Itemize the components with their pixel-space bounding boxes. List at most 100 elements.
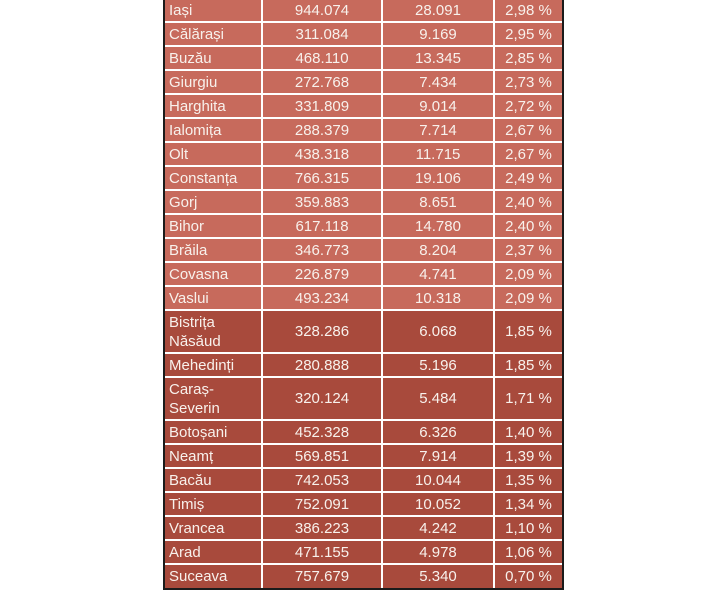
percent-cell: 2,95 %: [493, 21, 562, 47]
population-cell: 569.851: [261, 443, 383, 469]
population-cell: 386.223: [261, 515, 383, 541]
population-cell: 280.888: [261, 352, 383, 378]
value-cell: 19.106: [381, 165, 495, 191]
population-cell: 742.053: [261, 467, 383, 493]
population-cell: 766.315: [261, 165, 383, 191]
table-row: Brăila 346.773 8.204 2,37 %: [165, 237, 562, 263]
counties-table-frame: Iași 944.074 28.091 2,98 % Călărași 311.084 9.…: [163, 0, 564, 590]
population-cell: 272.768: [261, 69, 383, 95]
value-cell: 6.326: [381, 419, 495, 445]
county-name-cell: Giurgiu: [165, 69, 263, 95]
population-cell: 226.879: [261, 261, 383, 287]
percent-cell: 2,09 %: [493, 285, 562, 311]
table-row: Olt 438.318 11.715 2,67 %: [165, 141, 562, 167]
table-row: Botoșani 452.328 6.326 1,40 %: [165, 419, 562, 445]
percent-cell: 2,72 %: [493, 93, 562, 119]
table-row: Mehedinți 280.888 5.196 1,85 %: [165, 352, 562, 378]
percent-cell: 1,85 %: [493, 352, 562, 378]
population-cell: 328.286: [261, 309, 383, 354]
percent-cell: 1,71 %: [493, 376, 562, 421]
value-cell: 4.741: [381, 261, 495, 287]
county-name-cell: Constanța: [165, 165, 263, 191]
value-cell: 9.169: [381, 21, 495, 47]
percent-cell: 2,40 %: [493, 189, 562, 215]
percent-cell: 1,06 %: [493, 539, 562, 565]
value-cell: 8.204: [381, 237, 495, 263]
table-row: Bacău 742.053 10.044 1,35 %: [165, 467, 562, 493]
value-cell: 5.196: [381, 352, 495, 378]
county-name-cell: Brăila: [165, 237, 263, 263]
percent-cell: 2,40 %: [493, 213, 562, 239]
percent-cell: 2,37 %: [493, 237, 562, 263]
percent-cell: 1,10 %: [493, 515, 562, 541]
county-name-cell: Bihor: [165, 213, 263, 239]
value-cell: 5.340: [381, 563, 495, 588]
county-name-cell: Harghita: [165, 93, 263, 119]
population-cell: 359.883: [261, 189, 383, 215]
table-row: Arad 471.155 4.978 1,06 %: [165, 539, 562, 565]
value-cell: 8.651: [381, 189, 495, 215]
counties-table: Iași 944.074 28.091 2,98 % Călărași 311.084 9.…: [165, 0, 562, 588]
table-row: Timiș 752.091 10.052 1,34 %: [165, 491, 562, 517]
value-cell: 7.714: [381, 117, 495, 143]
county-name-cell: Covasna: [165, 261, 263, 287]
county-name-cell: Buzău: [165, 45, 263, 71]
county-name-cell: Bacău: [165, 467, 263, 493]
population-cell: 346.773: [261, 237, 383, 263]
table-row: Constanța 766.315 19.106 2,49 %: [165, 165, 562, 191]
percent-cell: 2,98 %: [493, 0, 562, 23]
population-cell: 493.234: [261, 285, 383, 311]
percent-cell: 2,67 %: [493, 141, 562, 167]
table-row: Buzău 468.110 13.345 2,85 %: [165, 45, 562, 71]
table-row: Iași 944.074 28.091 2,98 %: [165, 0, 562, 23]
county-name-cell: Timiș: [165, 491, 263, 517]
population-cell: 452.328: [261, 419, 383, 445]
population-cell: 757.679: [261, 563, 383, 588]
percent-cell: 1,34 %: [493, 491, 562, 517]
percent-cell: 2,85 %: [493, 45, 562, 71]
value-cell: 10.052: [381, 491, 495, 517]
value-cell: 7.914: [381, 443, 495, 469]
county-name-cell: Gorj: [165, 189, 263, 215]
counties-table-body: Iași 944.074 28.091 2,98 % Călărași 311.084 9.…: [165, 0, 562, 588]
percent-cell: 2,09 %: [493, 261, 562, 287]
percent-cell: 1,40 %: [493, 419, 562, 445]
value-cell: 9.014: [381, 93, 495, 119]
county-name-cell: Vaslui: [165, 285, 263, 311]
table-row: Harghita 331.809 9.014 2,72 %: [165, 93, 562, 119]
value-cell: 28.091: [381, 0, 495, 23]
value-cell: 6.068: [381, 309, 495, 354]
population-cell: 617.118: [261, 213, 383, 239]
county-name-cell: Iași: [165, 0, 263, 23]
county-name-cell: Olt: [165, 141, 263, 167]
county-name-cell: Vrancea: [165, 515, 263, 541]
percent-cell: 1,85 %: [493, 309, 562, 354]
county-name-cell: Botoșani: [165, 419, 263, 445]
table-row: Neamț 569.851 7.914 1,39 %: [165, 443, 562, 469]
county-name-cell: Ialomița: [165, 117, 263, 143]
percent-cell: 0,70 %: [493, 563, 562, 588]
county-name-cell: Arad: [165, 539, 263, 565]
population-cell: 320.124: [261, 376, 383, 421]
percent-cell: 2,67 %: [493, 117, 562, 143]
table-row: Bihor 617.118 14.780 2,40 %: [165, 213, 562, 239]
population-cell: 438.318: [261, 141, 383, 167]
value-cell: 14.780: [381, 213, 495, 239]
county-name-cell: Caraș-Severin: [165, 376, 263, 421]
percent-cell: 2,73 %: [493, 69, 562, 95]
table-row: Gorj 359.883 8.651 2,40 %: [165, 189, 562, 215]
value-cell: 10.044: [381, 467, 495, 493]
value-cell: 4.242: [381, 515, 495, 541]
population-cell: 752.091: [261, 491, 383, 517]
table-row: Ialomița 288.379 7.714 2,67 %: [165, 117, 562, 143]
population-cell: 944.074: [261, 0, 383, 23]
county-name-cell: Mehedinți: [165, 352, 263, 378]
county-name-cell: Bistrița Năsăud: [165, 309, 263, 354]
county-name-cell: Suceava: [165, 563, 263, 588]
value-cell: 10.318: [381, 285, 495, 311]
table-row: Călărași 311.084 9.169 2,95 %: [165, 21, 562, 47]
county-name-cell: Călărași: [165, 21, 263, 47]
percent-cell: 1,39 %: [493, 443, 562, 469]
table-row: Giurgiu 272.768 7.434 2,73 %: [165, 69, 562, 95]
value-cell: 13.345: [381, 45, 495, 71]
